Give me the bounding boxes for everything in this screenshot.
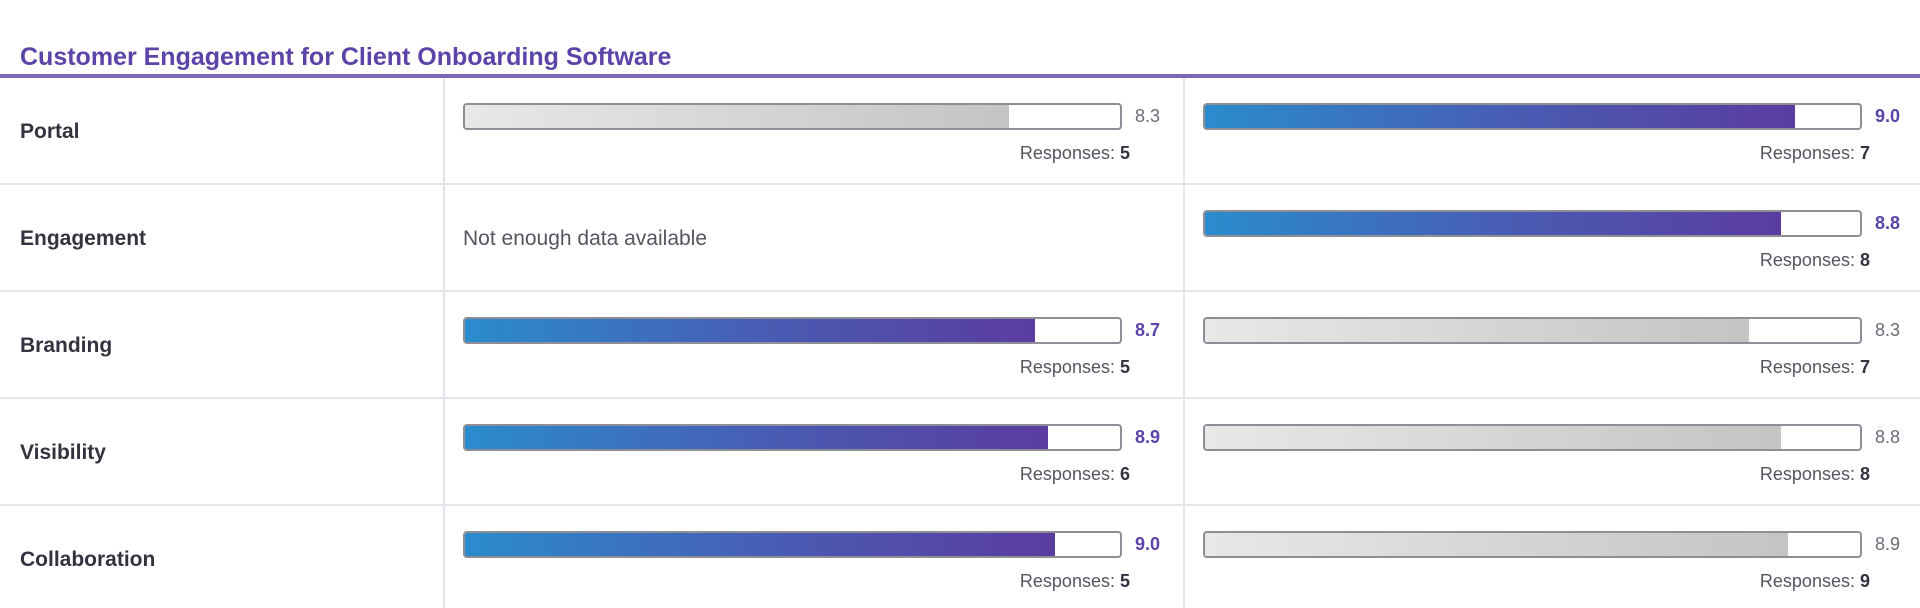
responses-count: Responses: 6 [1020, 462, 1130, 486]
row-label: Visibility [20, 441, 106, 464]
score-value: 8.7 [1135, 320, 1161, 340]
title-divider [0, 74, 1920, 78]
score-bar [463, 103, 1122, 130]
responses-label: Responses: [1759, 143, 1855, 163]
responses-number: 8 [1859, 250, 1870, 270]
score-bar-fill [465, 426, 1048, 449]
responses-number: 5 [1119, 571, 1130, 591]
rating-cell-product-b: 8.8 Responses: 8 [1203, 399, 1903, 506]
row-label: Portal [20, 120, 80, 143]
score-value: 9.0 [1135, 534, 1161, 554]
responses-count: Responses: 8 [1760, 248, 1870, 272]
score-bar [463, 317, 1122, 344]
score-value: 8.8 [1875, 213, 1901, 233]
responses-label: Responses: [1019, 143, 1115, 163]
no-data-message: Not enough data available [463, 227, 708, 250]
score-bar-fill [1205, 212, 1782, 235]
score-bar [463, 531, 1122, 558]
responses-label: Responses: [1759, 357, 1855, 377]
table-row: Collaboration 9.0 Responses: 5 8.9 Responses… [0, 506, 1920, 608]
rating-cell-product-b: 8.3 Responses: 7 [1203, 292, 1903, 399]
score-bar-fill [1205, 533, 1788, 556]
column-divider-right [1183, 78, 1185, 608]
rating-cell-product-a: 9.0 Responses: 5 [463, 506, 1163, 608]
score-bar-fill [1205, 105, 1795, 128]
score-bar-fill [1205, 319, 1749, 342]
rating-cell-product-b: 8.9 Responses: 9 [1203, 506, 1903, 608]
score-bar [1203, 317, 1862, 344]
table-row: Visibility 8.9 Responses: 6 8.8 Responses: 8 [0, 399, 1920, 506]
responses-label: Responses: [1759, 571, 1855, 591]
score-bar [1203, 531, 1862, 558]
responses-number: 7 [1859, 357, 1870, 377]
row-label: Collaboration [20, 548, 156, 571]
score-value: 8.8 [1875, 427, 1901, 447]
score-value: 8.3 [1875, 320, 1901, 340]
score-bar-fill [465, 533, 1055, 556]
responses-label: Responses: [1019, 357, 1115, 377]
responses-number: 9 [1859, 571, 1870, 591]
table-row: Portal 8.3 Responses: 5 9.0 Responses: 7 [0, 78, 1920, 185]
column-divider-left [443, 78, 445, 608]
responses-number: 5 [1119, 357, 1130, 377]
rating-cell-product-b: 8.8 Responses: 8 [1203, 185, 1903, 292]
score-bar [1203, 210, 1862, 237]
score-bar [1203, 103, 1862, 130]
responses-count: Responses: 7 [1760, 141, 1870, 165]
responses-label: Responses: [1759, 464, 1855, 484]
rating-cell-product-a: 8.3 Responses: 5 [463, 78, 1163, 185]
row-label: Branding [20, 334, 113, 357]
responses-count: Responses: 5 [1020, 355, 1130, 379]
responses-count: Responses: 7 [1760, 355, 1870, 379]
score-value: 8.9 [1135, 427, 1161, 447]
responses-number: 6 [1119, 464, 1130, 484]
responses-count: Responses: 8 [1760, 462, 1870, 486]
rating-cell-product-a: 8.9 Responses: 6 [463, 399, 1163, 506]
responses-count: Responses: 5 [1020, 569, 1130, 593]
score-value: 8.9 [1875, 534, 1901, 554]
responses-number: 5 [1119, 143, 1130, 163]
score-bar-fill [465, 105, 1009, 128]
rating-cell-product-a: Not enough data available [463, 185, 1163, 292]
rating-cell-product-a: 8.7 Responses: 5 [463, 292, 1163, 399]
section-title: Customer Engagement for Client Onboardin… [20, 43, 672, 71]
score-value: 8.3 [1135, 106, 1161, 126]
responses-label: Responses: [1019, 464, 1115, 484]
responses-label: Responses: [1019, 571, 1115, 591]
score-bar-fill [1205, 426, 1782, 449]
score-bar-fill [465, 319, 1035, 342]
row-label: Engagement [20, 227, 147, 250]
score-bar [1203, 424, 1862, 451]
responses-label: Responses: [1759, 250, 1855, 270]
responses-number: 8 [1859, 464, 1870, 484]
score-value: 9.0 [1875, 106, 1901, 126]
score-bar [463, 424, 1122, 451]
responses-count: Responses: 9 [1760, 569, 1870, 593]
responses-number: 7 [1859, 143, 1870, 163]
rating-cell-product-b: 9.0 Responses: 7 [1203, 78, 1903, 185]
responses-count: Responses: 5 [1020, 141, 1130, 165]
table-row: Branding 8.7 Responses: 5 8.3 Responses: 7 [0, 292, 1920, 399]
table-row: Engagement Not enough data available 8.8 Re… [0, 185, 1920, 292]
feature-rating-table: Portal 8.3 Responses: 5 9.0 Responses: 7 Enga… [0, 78, 1920, 608]
